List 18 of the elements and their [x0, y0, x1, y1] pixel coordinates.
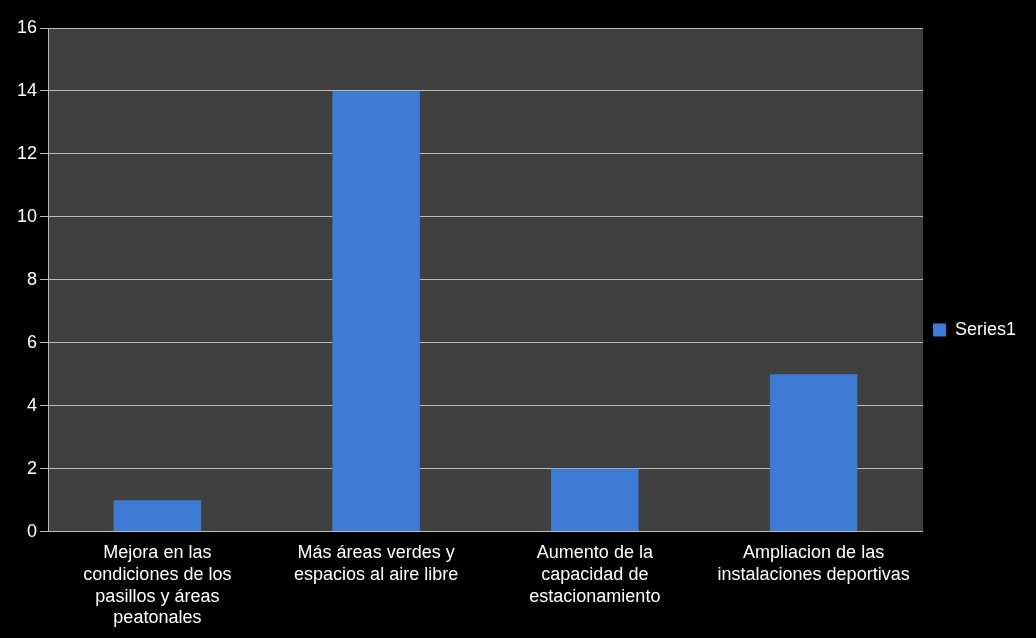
- bar: [332, 90, 420, 532]
- bar: [769, 374, 858, 532]
- y-tick-label: 10: [16, 205, 38, 226]
- y-tick-label: 16: [16, 16, 38, 37]
- x-tick-label: Mejora en las condiciones de los pasillos y áreas peatonales: [83, 542, 232, 628]
- y-tick-label: 0: [27, 520, 38, 541]
- y-tick-label: 6: [27, 331, 38, 352]
- y-tick-label: 2: [27, 457, 38, 478]
- bar: [113, 500, 202, 532]
- x-tick-label: Aumento de la capacidad de estacionamiento: [529, 542, 661, 606]
- y-tick-label: 14: [16, 79, 38, 100]
- y-tick-label: 12: [16, 142, 38, 163]
- bar: [551, 468, 639, 532]
- y-tick-label: 8: [27, 268, 38, 289]
- x-tick-label: Ampliacion de las instalaciones deportivas: [717, 542, 910, 584]
- legend-label: Series1: [954, 318, 1016, 339]
- x-tick-label: Más áreas verdes y espacios al aire libre: [294, 542, 459, 584]
- y-tick-label: 4: [27, 394, 38, 415]
